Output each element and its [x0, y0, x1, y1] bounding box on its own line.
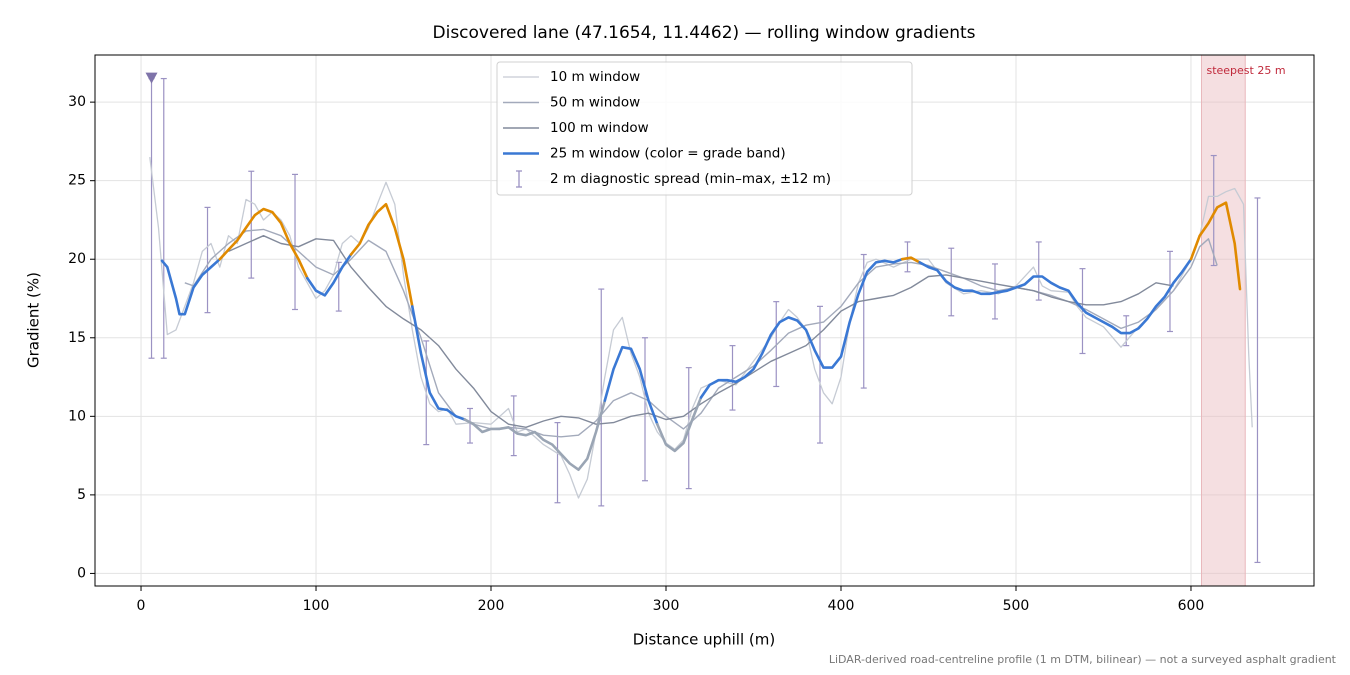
error-bar	[729, 345, 736, 411]
highlight-label: steepest 25 m	[1206, 64, 1285, 77]
error-bar	[1254, 197, 1261, 564]
error-bar	[773, 301, 780, 388]
x-axis-label: Distance uphill (m)	[633, 631, 775, 649]
error-bar	[467, 407, 474, 444]
y-tick-label: 30	[68, 94, 86, 110]
series-line-segment	[463, 399, 607, 471]
series-line-segment	[656, 396, 703, 453]
error-bar	[991, 263, 998, 320]
legend-label: 10 m window	[550, 69, 640, 85]
x-tick-label: 300	[653, 598, 680, 614]
series-line-segment	[918, 257, 1193, 335]
series-line-segment	[1189, 201, 1242, 291]
error-bar	[948, 247, 955, 317]
x-tick-label: 400	[828, 598, 855, 614]
error-bar	[1210, 154, 1217, 267]
error-bar	[1035, 241, 1042, 301]
legend-label: 100 m window	[550, 120, 649, 136]
y-tick-label: 20	[68, 251, 86, 267]
error-bar	[1079, 268, 1086, 355]
series-line-segment	[900, 256, 921, 264]
error-bar	[642, 337, 649, 482]
series-line-segment	[306, 253, 353, 297]
x-tick-label: 600	[1178, 598, 1205, 614]
y-tick-label: 25	[68, 173, 86, 189]
error-bar	[860, 253, 867, 389]
footnote: LiDAR-derived road-centreline profile (1…	[829, 653, 1337, 666]
error-bar	[160, 77, 167, 359]
y-tick-label: 5	[77, 487, 86, 503]
error-bar	[904, 241, 911, 273]
series-line-segment	[218, 207, 309, 280]
series-line-segment	[160, 257, 222, 316]
legend-label: 2 m diagnostic spread (min–max, ±12 m)	[550, 171, 831, 187]
x-tick-label: 0	[137, 598, 146, 614]
y-tick-label: 0	[77, 565, 86, 581]
highlight-band	[1200, 55, 1246, 586]
y-axis-label: Gradient (%)	[25, 272, 43, 368]
axes: 0 100 200 300 400 500 600 0 5 10 15 20 25 30	[68, 94, 1204, 614]
series-line-segment	[603, 345, 659, 426]
x-tick-label: 200	[478, 598, 505, 614]
error-bar	[248, 170, 255, 279]
series-line-segment	[411, 305, 467, 421]
chart-title: Discovered lane (47.1654, 11.4462) — rol…	[433, 23, 976, 43]
error-bar	[204, 206, 211, 314]
error-bar	[816, 305, 823, 444]
y-tick-label: 10	[68, 408, 86, 424]
y-tick-label: 15	[68, 330, 86, 346]
plot-frame	[94, 54, 1315, 587]
error-bar	[1166, 250, 1173, 333]
legend: 10 m window 50 m window 100 m window 25 m w…	[496, 61, 913, 196]
marker	[145, 72, 158, 84]
plot-area: steepest 25 m	[95, 55, 1314, 586]
legend-label: 50 m window	[550, 95, 640, 111]
legend-label: 25 m window (color = grade band)	[550, 146, 786, 162]
series-line-segment	[699, 257, 904, 399]
x-tick-label: 100	[303, 598, 330, 614]
x-tick-label: 500	[1003, 598, 1030, 614]
error-bar	[292, 173, 299, 311]
series-line	[149, 157, 1253, 499]
legend-box	[496, 61, 913, 196]
series-line-segment	[349, 202, 414, 308]
